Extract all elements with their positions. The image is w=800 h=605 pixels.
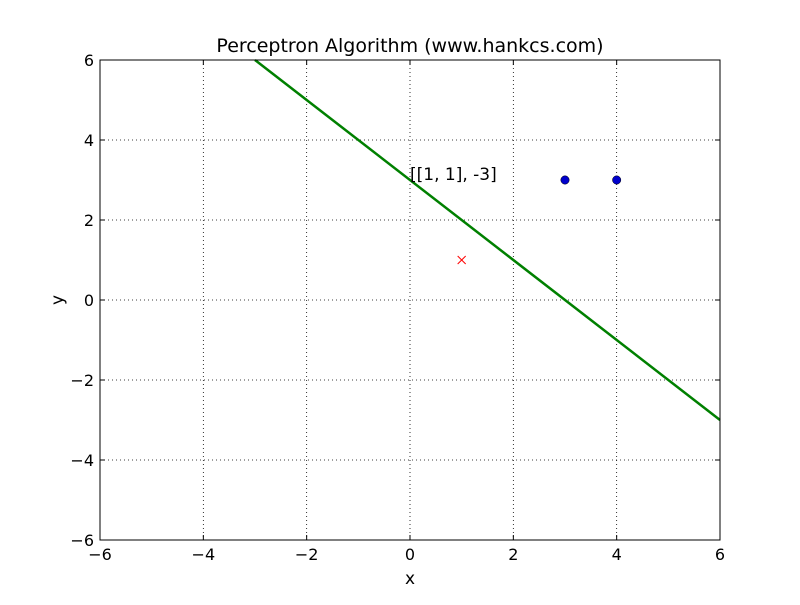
marker-layer: [457, 175, 622, 265]
chart-title: Perceptron Algorithm (www.hankcs.com): [216, 35, 603, 57]
y-tick-label: 6: [84, 51, 94, 70]
y-tick-label: 4: [84, 131, 94, 150]
x-tick-label: 4: [612, 545, 622, 564]
y-tick-label: 2: [84, 211, 94, 230]
x-tick-label: −6: [88, 545, 112, 564]
annotation-layer: [[1, 1], -3]: [410, 165, 497, 185]
y-tick-label: 0: [84, 291, 94, 310]
y-tick-label: −2: [70, 371, 94, 390]
negative-point-marker: [457, 255, 467, 265]
y-tick-label: −4: [70, 451, 94, 470]
x-axis-label: x: [405, 569, 415, 589]
line-layer: [254, 59, 721, 421]
positive-point-marker: [612, 175, 622, 185]
x-tick-label: 6: [715, 545, 725, 564]
x-tick-label: −2: [295, 545, 319, 564]
positive-point-marker: [560, 175, 570, 185]
x-tick-label: −4: [192, 545, 216, 564]
x-tick-label: 0: [405, 545, 415, 564]
y-tick-label: −6: [70, 531, 94, 550]
x-marker-stroke: [457, 255, 467, 265]
weights-annotation: [[1, 1], -3]: [410, 165, 497, 185]
x-tick-label: 2: [508, 545, 518, 564]
y-axis-label: y: [48, 295, 68, 305]
separating-line: [254, 59, 721, 421]
tick-layer: −6 −4 −2 0 2 4 6 −6 −4 −2 0 2 4 6: [70, 51, 725, 564]
